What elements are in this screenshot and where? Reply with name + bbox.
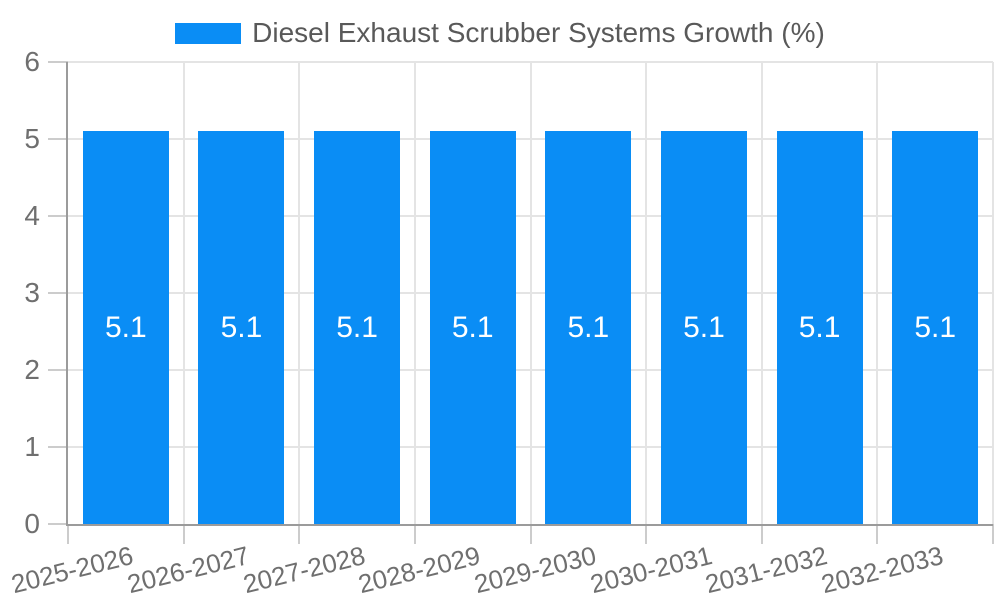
y-axis-line [66, 62, 68, 526]
bar-value-label: 5.1 [451, 310, 494, 344]
bar[interactable]: 5.1 [198, 131, 285, 524]
bar-value-label: 5.1 [220, 310, 263, 344]
bar-value-label: 5.1 [336, 310, 378, 344]
x-axis-tick [760, 524, 763, 544]
x-axis-tick [298, 524, 301, 544]
x-axis-category-label: 2029-2030 [471, 540, 600, 600]
x-axis-tick [67, 524, 69, 544]
x-axis-tick [645, 524, 648, 544]
bar[interactable]: 5.1 [776, 131, 863, 524]
vertical-gridline [645, 62, 648, 524]
y-axis-tick-label: 1 [24, 431, 40, 462]
bar-value-label: 5.1 [567, 310, 610, 344]
bar[interactable]: 5.1 [892, 131, 979, 524]
vertical-gridline [992, 62, 994, 524]
vertical-gridline [413, 62, 416, 524]
x-axis-category-label: 2025-2026 [8, 540, 137, 600]
bar-value-label: 5.1 [798, 310, 841, 344]
chart-legend: Diesel Exhaust Scrubber Systems Growth (… [0, 19, 1000, 47]
bar[interactable]: 5.1 [660, 131, 747, 524]
x-axis-category-label: 2030-2031 [586, 540, 715, 600]
bar-value-label: 5.1 [104, 310, 147, 344]
y-axis-tick [48, 523, 68, 525]
vertical-gridline [760, 62, 763, 524]
y-axis-tick [48, 61, 68, 63]
legend-swatch-icon [175, 22, 242, 44]
vertical-gridline [298, 62, 301, 524]
x-axis-tick [182, 524, 185, 544]
legend-item[interactable]: Diesel Exhaust Scrubber Systems Growth (… [175, 19, 825, 47]
bar-value-label: 5.1 [683, 310, 725, 344]
bar[interactable]: 5.1 [82, 131, 169, 524]
vertical-gridline [876, 62, 879, 524]
x-axis-category-label: 2032-2033 [818, 540, 946, 600]
x-axis-tick [529, 524, 532, 544]
y-axis-tick-label: 2 [24, 354, 40, 385]
x-axis-category-label: 2031-2032 [702, 540, 831, 600]
y-axis-tick-label: 3 [24, 277, 40, 308]
vertical-gridline [182, 62, 185, 524]
y-axis-tick [48, 292, 68, 294]
y-axis-tick-label: 0 [24, 508, 40, 539]
vertical-gridline [529, 62, 532, 524]
y-axis-tick-label: 5 [24, 123, 40, 154]
bar[interactable]: 5.1 [429, 131, 516, 524]
bar[interactable]: 5.1 [545, 131, 632, 524]
x-axis-tick [992, 524, 994, 544]
y-axis-tick-label: 4 [24, 200, 40, 231]
legend-label: Diesel Exhaust Scrubber Systems Growth (… [252, 17, 825, 48]
y-axis-tick [48, 446, 68, 448]
x-axis-tick [876, 524, 879, 544]
y-axis-tick-label: 6 [24, 46, 40, 77]
plot-area: 0 1 2 3 4 5 6 5.1 5.1 5.1 5.1 5.1 5.1 5.1 5.1 2025-2026… [9, 48, 994, 599]
y-axis-tick [48, 369, 68, 371]
bar[interactable]: 5.1 [314, 131, 401, 524]
x-axis-category-label: 2028-2029 [355, 540, 484, 600]
y-axis-tick [48, 138, 68, 140]
x-axis-tick [413, 524, 416, 544]
x-axis-category-label: 2027-2028 [239, 540, 368, 600]
y-axis-tick [48, 215, 68, 217]
bar-value-label: 5.1 [914, 310, 957, 344]
x-axis-line [66, 524, 993, 526]
x-axis-category-label: 2026-2027 [124, 540, 253, 600]
